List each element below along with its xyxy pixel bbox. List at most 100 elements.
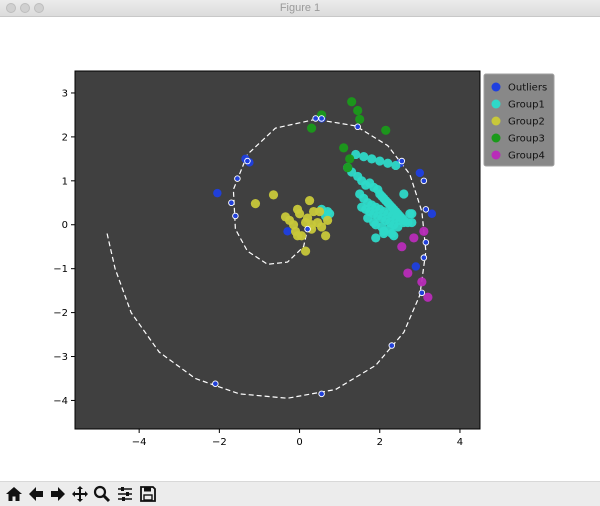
point-group1: [407, 217, 417, 228]
point-group1: [375, 156, 385, 166]
y-tick-label: 3: [62, 88, 68, 99]
home-icon: [6, 487, 22, 501]
point-group3: [347, 97, 357, 107]
forward-button[interactable]: [48, 484, 68, 504]
point-group3: [306, 123, 317, 133]
pan-button[interactable]: [70, 484, 90, 504]
x-tick-label: −2: [212, 437, 227, 448]
point-group3: [353, 105, 363, 116]
y-tick-label: 1: [62, 176, 68, 187]
spiral-marker: [318, 115, 325, 122]
spiral-marker: [422, 239, 430, 246]
spiral-marker: [318, 390, 325, 398]
legend-label-outliers: Outliers: [508, 83, 547, 94]
figure-canvas[interactable]: −4 −2 0 2 4 3 2 1 0 −1 −2 −3 −4 Outliers Group1 Group2 G…: [0, 17, 600, 481]
point-outliers: [283, 227, 292, 236]
spiral-marker: [212, 380, 219, 388]
spiral-marker: [354, 123, 361, 131]
axes-background: [74, 70, 481, 430]
spiral-marker: [420, 177, 428, 185]
x-tick-label: −4: [132, 437, 147, 448]
spiral-marker: [244, 157, 251, 165]
spiral-curve: [106, 118, 427, 399]
x-tick-label: 2: [377, 437, 383, 448]
zoom-button[interactable]: [92, 484, 112, 504]
point-group4: [417, 277, 427, 287]
legend-box: [483, 73, 555, 167]
legend-marker-group4: [491, 150, 501, 160]
configure-subplots-button[interactable]: [115, 484, 135, 504]
legend-marker-group2: [491, 116, 501, 126]
point-group3: [345, 154, 355, 164]
spiral-marker: [420, 254, 428, 261]
spiral-marker: [232, 212, 239, 220]
title-bar: Figure 1: [0, 0, 600, 17]
point-group1: [367, 154, 377, 164]
point-group1: [393, 222, 403, 232]
point-group2: [323, 215, 333, 225]
navigation-toolbar: [0, 481, 600, 506]
back-icon: [29, 487, 43, 501]
legend-label-group2: Group2: [508, 117, 545, 128]
y-tick-label: 2: [62, 132, 68, 143]
y-tick-label: −4: [53, 396, 68, 407]
y-tick-label: −2: [53, 308, 68, 319]
point-group2: [292, 231, 303, 241]
point-group4: [419, 226, 429, 236]
legend-marker-group1: [491, 99, 501, 109]
point-outliers: [415, 168, 425, 178]
point-group2: [317, 222, 327, 232]
point-group2: [292, 204, 303, 214]
spiral-marker: [304, 225, 311, 233]
y-tick-label: −1: [53, 264, 68, 275]
forward-icon: [51, 487, 65, 501]
spiral-marker: [312, 115, 319, 122]
spiral-marker: [418, 289, 426, 297]
save-button[interactable]: [138, 484, 158, 504]
spiral-marker: [228, 199, 235, 207]
zoom-window-button[interactable]: [34, 3, 44, 13]
spiral-marker: [388, 342, 396, 349]
point-group4: [409, 233, 419, 243]
configure-subplots-icon: [118, 487, 132, 501]
legend-label-group4: Group4: [508, 151, 545, 162]
point-group1: [399, 189, 409, 199]
point-group1: [391, 160, 401, 171]
home-button[interactable]: [4, 484, 24, 504]
point-group2: [304, 195, 315, 206]
point-group2: [302, 213, 313, 223]
point-group2: [250, 199, 261, 209]
point-group2: [315, 206, 325, 217]
x-tick-label: 4: [457, 437, 463, 448]
back-button[interactable]: [26, 484, 46, 504]
point-outliers: [213, 188, 222, 198]
point-group3: [381, 125, 391, 135]
spiral-marker: [398, 157, 406, 165]
minimize-window-button[interactable]: [20, 3, 30, 13]
point-group3: [343, 163, 353, 173]
point-group2: [321, 231, 331, 241]
point-group1: [371, 220, 381, 230]
point-group1: [363, 213, 373, 223]
point-group1: [359, 152, 369, 162]
pan-icon: [72, 486, 88, 502]
point-group3: [355, 114, 365, 124]
point-group3: [339, 143, 349, 153]
point-outliers: [427, 209, 437, 218]
point-group2: [300, 246, 311, 256]
window-title: Figure 1: [279, 2, 321, 14]
scatter-plot[interactable]: −4 −2 0 2 4 3 2 1 0 −1 −2 −3 −4 Outliers Group1 Group2 G…: [0, 17, 600, 481]
legend-label-group1: Group1: [508, 100, 545, 111]
point-group1: [379, 228, 389, 239]
legend-marker-outliers: [491, 82, 501, 92]
point-group1: [371, 233, 381, 243]
close-window-button[interactable]: [6, 3, 16, 13]
y-tick-label: 0: [62, 220, 68, 231]
spiral-marker: [234, 175, 241, 182]
point-group4: [397, 242, 407, 252]
point-group4: [423, 292, 433, 302]
point-outliers: [411, 262, 421, 271]
point-group2: [268, 190, 279, 200]
legend-label-group3: Group3: [508, 134, 545, 145]
